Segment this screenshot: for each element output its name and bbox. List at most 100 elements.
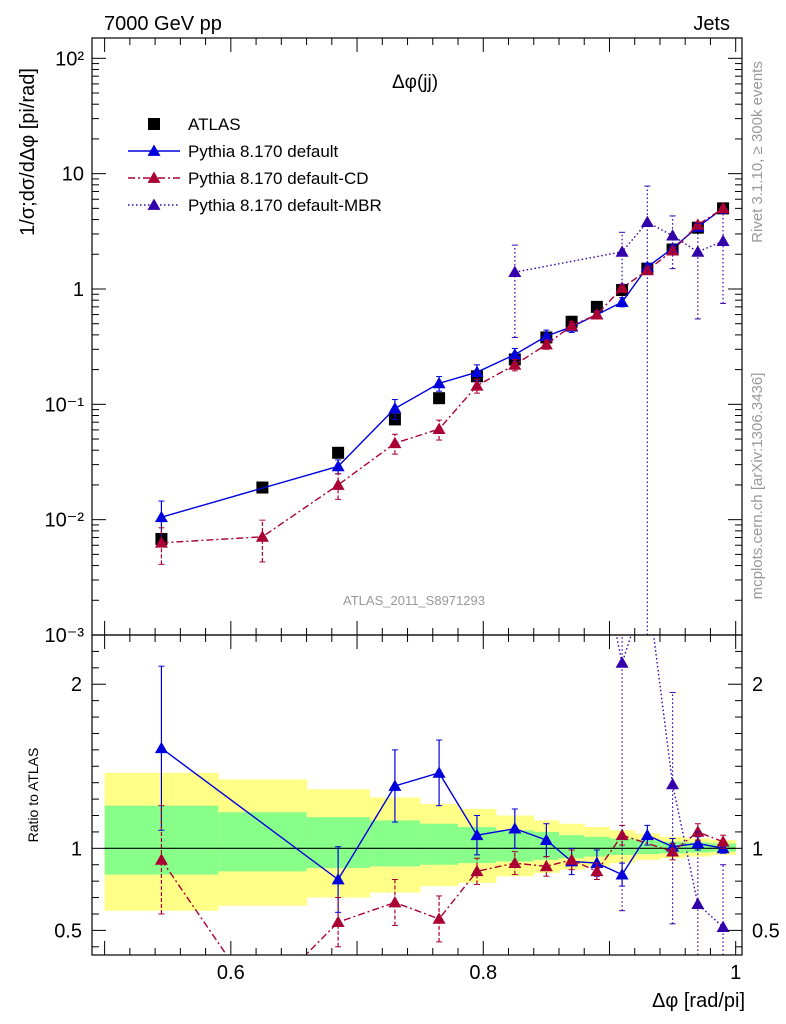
main-y-axis-label: 1/σ;dσ/dΔφ [pi/rad] bbox=[17, 68, 39, 236]
ratio-point-marker bbox=[691, 897, 705, 910]
main-y-tick-label: 10² bbox=[55, 48, 84, 70]
uncertainty-band-inner bbox=[558, 835, 585, 859]
data-point-marker bbox=[691, 218, 705, 230]
data-point-marker bbox=[508, 358, 522, 370]
ratio-point-marker bbox=[539, 833, 553, 846]
data-point-marker bbox=[716, 234, 730, 246]
header-right: Jets bbox=[693, 13, 730, 35]
data-point-marker bbox=[331, 478, 345, 490]
data-point-marker bbox=[388, 436, 402, 449]
legend-marker bbox=[147, 144, 161, 156]
ratio-y-tick-label-right: 2 bbox=[752, 674, 763, 696]
main-y-tick-label: 10⁻¹ bbox=[45, 394, 85, 416]
data-point-marker bbox=[615, 245, 629, 257]
data-point-marker bbox=[615, 295, 629, 307]
legend-label: Pythia 8.170 default bbox=[188, 142, 339, 161]
legend-label: Pythia 8.170 default-CD bbox=[188, 169, 369, 188]
series-line bbox=[161, 207, 724, 544]
data-point-marker bbox=[332, 446, 345, 459]
uncertainty-band-inner bbox=[584, 836, 610, 857]
ratio-y-axis-label: Ratio to ATLAS bbox=[25, 748, 41, 843]
main-y-tick-label: 1 bbox=[73, 279, 84, 301]
ratio-point-marker bbox=[640, 828, 654, 841]
data-point-marker bbox=[432, 422, 446, 434]
ratio-y-tick-label: 2 bbox=[71, 674, 82, 696]
data-point-marker bbox=[432, 376, 446, 389]
ratio-data-layer bbox=[104, 635, 737, 955]
ratio-point-marker bbox=[432, 766, 446, 778]
header-left: 7000 GeV pp bbox=[104, 13, 222, 35]
data-point-marker bbox=[565, 319, 579, 331]
data-point-marker bbox=[539, 329, 553, 342]
data-point-marker bbox=[255, 530, 269, 542]
uncertainty-band-inner bbox=[420, 823, 459, 865]
ratio-point-marker bbox=[470, 828, 484, 841]
data-point-marker bbox=[666, 229, 680, 241]
legend: ATLAS Pythia 8.170 default Pythia 8.170 de… bbox=[128, 115, 382, 215]
series-pythia-8-170-default-cd bbox=[154, 201, 730, 565]
uncertainty-band-inner bbox=[369, 820, 421, 867]
legend-entry: Pythia 8.170 default bbox=[128, 142, 339, 161]
data-point-marker bbox=[539, 338, 553, 350]
main-y-tick-label: 10⁻³ bbox=[45, 625, 85, 647]
main-y-tick-label: 10 bbox=[62, 164, 84, 186]
main-panel: 10⁻³ 10⁻² 10⁻¹ 1 10 10² bbox=[45, 37, 743, 647]
ratio-series-line bbox=[161, 747, 724, 881]
mcplots-label: mcplots.cern.ch [arXiv:1306.3436] bbox=[749, 373, 766, 600]
main-y-tick-label: 10⁻² bbox=[45, 510, 85, 532]
legend-marker bbox=[147, 198, 161, 210]
legend-label: ATLAS bbox=[188, 115, 241, 134]
ratio-panel: 0.5 0.5 1 1 2 2 0.6 0.8 1 bbox=[54, 634, 780, 984]
data-point-marker bbox=[716, 201, 730, 214]
data-point-marker bbox=[470, 365, 484, 378]
legend-marker bbox=[148, 118, 160, 130]
ratio-point-marker bbox=[508, 822, 522, 834]
data-point-marker bbox=[615, 281, 629, 293]
x-tick-label: 0.8 bbox=[469, 962, 497, 984]
ratio-point-marker bbox=[154, 741, 168, 754]
ratio-point-marker bbox=[154, 853, 168, 865]
ratio-point-marker bbox=[590, 864, 604, 877]
ratio-point-marker bbox=[691, 825, 705, 837]
ratio-series-pythia-8-170-default-mbr bbox=[615, 635, 730, 955]
uncertainty-band-inner bbox=[218, 812, 308, 872]
data-point-marker bbox=[388, 402, 402, 414]
ratio-point-marker bbox=[590, 856, 604, 868]
ratio-point-marker bbox=[388, 779, 402, 791]
data-point-marker bbox=[470, 379, 484, 391]
data-point-marker bbox=[590, 308, 604, 320]
legend-marker bbox=[147, 171, 161, 183]
legend-entry: Pythia 8.170 default-MBR bbox=[128, 196, 382, 215]
main-data-layer bbox=[154, 185, 730, 635]
ratio-point-marker bbox=[508, 856, 522, 868]
ratio-y-tick-label: 0.5 bbox=[54, 920, 82, 942]
ratio-point-marker bbox=[565, 853, 579, 865]
analysis-id: ATLAS_2011_S8971293 bbox=[343, 593, 485, 608]
data-point-marker bbox=[331, 459, 345, 472]
data-point-marker bbox=[508, 265, 522, 278]
legend-entry: Pythia 8.170 default-CD bbox=[128, 169, 369, 188]
series-pythia-8-170-default-mbr bbox=[508, 185, 730, 635]
ratio-frame bbox=[91, 634, 743, 956]
data-point-marker bbox=[154, 536, 168, 548]
ratio-point-marker bbox=[388, 895, 402, 908]
ratio-point-marker bbox=[331, 873, 345, 885]
legend-entry: ATLAS bbox=[148, 115, 241, 134]
legend-label: Pythia 8.170 default-MBR bbox=[188, 196, 382, 215]
ratio-series-pythia-8-170-default-cd bbox=[154, 805, 730, 955]
ratio-point-marker bbox=[432, 912, 446, 924]
ratio-y-tick-label-right: 0.5 bbox=[752, 920, 780, 942]
ratio-point-marker bbox=[716, 920, 730, 932]
data-point-marker bbox=[508, 348, 522, 360]
x-tick-label: 1 bbox=[730, 962, 741, 984]
data-point-marker bbox=[154, 510, 168, 523]
data-point-marker bbox=[640, 215, 654, 227]
data-point-marker bbox=[590, 300, 603, 313]
ratio-point-marker bbox=[539, 859, 553, 872]
ratio-point-marker bbox=[666, 777, 680, 790]
data-point-marker bbox=[433, 392, 446, 405]
panel-title: Δφ(jj) bbox=[392, 72, 438, 93]
ratio-point-marker bbox=[331, 915, 345, 928]
ratio-point-marker bbox=[615, 656, 629, 668]
